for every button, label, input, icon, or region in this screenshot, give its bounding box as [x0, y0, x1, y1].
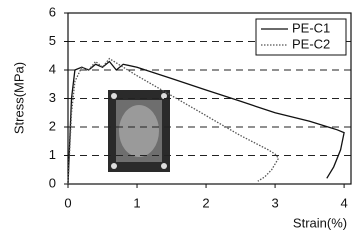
y-tick-label: 6 — [49, 4, 56, 19]
x-tick-label: 4 — [340, 195, 347, 210]
y-axis-label: Stress(MPa) — [11, 62, 26, 134]
chart: Stress(MPa) Strain(%) 0 1 2 3 4 5 6 0 1 2 3 4 PE-C1P… — [0, 0, 362, 240]
legend-label: PE-C1 — [292, 20, 330, 35]
x-axis-label: Strain(%) — [293, 215, 347, 230]
y-tick-label: 4 — [49, 61, 56, 76]
y-tick-label: 3 — [49, 90, 56, 105]
x-tick-label: 1 — [133, 195, 140, 210]
y-tick-label: 1 — [49, 147, 56, 162]
x-tick-label: 3 — [271, 195, 278, 210]
specimen-photo — [108, 90, 170, 172]
x-tick-label: 2 — [202, 195, 209, 210]
y-tick-label: 5 — [49, 33, 56, 48]
y-tick-label: 2 — [49, 118, 56, 133]
legend-label: PE-C2 — [292, 36, 330, 51]
y-tick-label: 0 — [49, 175, 56, 190]
series-line — [68, 59, 279, 184]
x-tick-label: 0 — [64, 195, 71, 210]
